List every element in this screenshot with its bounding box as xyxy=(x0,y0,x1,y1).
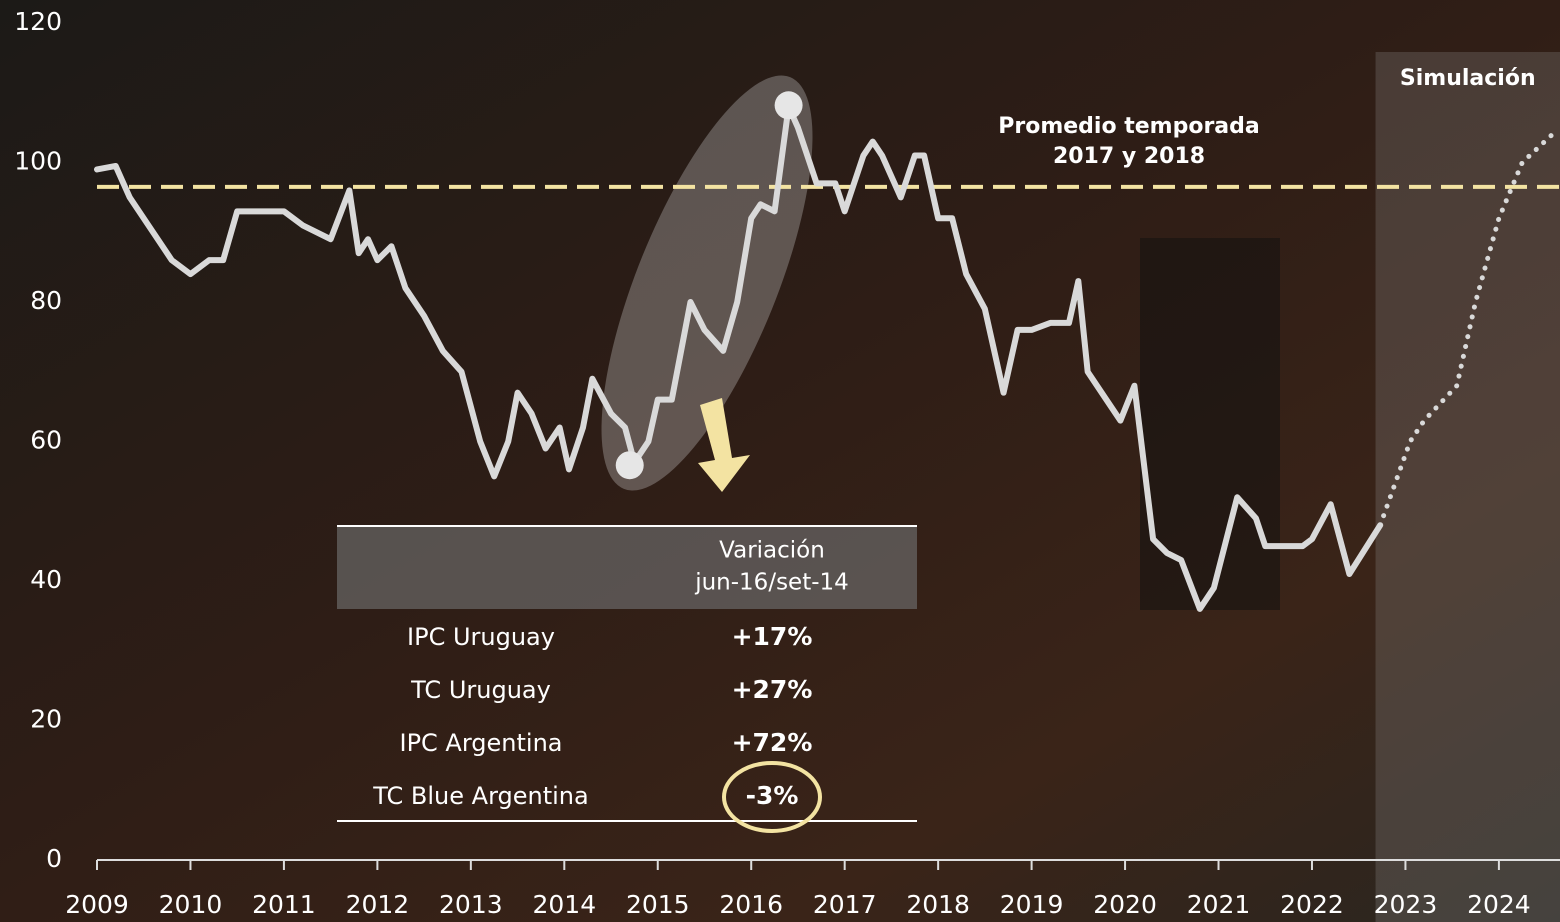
x-tick-label: 2024 xyxy=(1467,890,1531,919)
y-tick-label: 0 xyxy=(46,844,62,873)
x-tick-label: 2018 xyxy=(906,890,970,919)
table-row-label: IPC Argentina xyxy=(399,729,562,757)
table-header: Variación xyxy=(719,538,825,564)
x-tick-label: 2022 xyxy=(1280,890,1344,919)
x-tick-label: 2021 xyxy=(1187,890,1251,919)
table-row-value: +72% xyxy=(732,728,813,757)
x-tick-label: 2017 xyxy=(813,890,877,919)
y-tick-label: 40 xyxy=(30,565,62,594)
x-tick-label: 2010 xyxy=(159,890,223,919)
x-tick-label: 2020 xyxy=(1093,890,1157,919)
y-tick-label: 20 xyxy=(30,705,62,734)
y-tick-label: 100 xyxy=(14,147,62,176)
highlight-point xyxy=(775,91,803,119)
y-tick-label: 120 xyxy=(14,7,62,36)
x-tick-label: 2009 xyxy=(65,890,129,919)
y-tick-label: 80 xyxy=(30,286,62,315)
table-row-value: +27% xyxy=(732,675,813,704)
table-header-bg xyxy=(337,527,917,609)
table-row-label: IPC Uruguay xyxy=(407,623,555,651)
x-tick-label: 2014 xyxy=(532,890,596,919)
table-header: jun-16/set-14 xyxy=(694,570,849,596)
table-row-label: TC Blue Argentina xyxy=(372,782,588,810)
x-tick-label: 2015 xyxy=(626,890,690,919)
window-shadow xyxy=(1140,238,1280,610)
table-row-label: TC Uruguay xyxy=(410,676,551,704)
x-tick-label: 2013 xyxy=(439,890,503,919)
highlight-point xyxy=(616,451,644,479)
y-tick-label: 60 xyxy=(30,426,62,455)
chart: Simulación 0 20 40 60 80 100 120 2009 2010 2011 201… xyxy=(0,0,1560,922)
simulation-band xyxy=(1376,52,1560,922)
x-tick-label: 2011 xyxy=(252,890,316,919)
simulation-label: Simulación xyxy=(1400,66,1536,91)
reference-label: Promedio temporada xyxy=(998,114,1260,139)
x-tick-label: 2023 xyxy=(1374,890,1438,919)
reference-label: 2017 y 2018 xyxy=(1053,144,1205,169)
x-tick-label: 2012 xyxy=(346,890,410,919)
table-row-value: -3% xyxy=(746,781,799,810)
table-row-value: +17% xyxy=(732,622,813,651)
x-tick-label: 2019 xyxy=(1000,890,1064,919)
x-tick-label: 2016 xyxy=(719,890,783,919)
